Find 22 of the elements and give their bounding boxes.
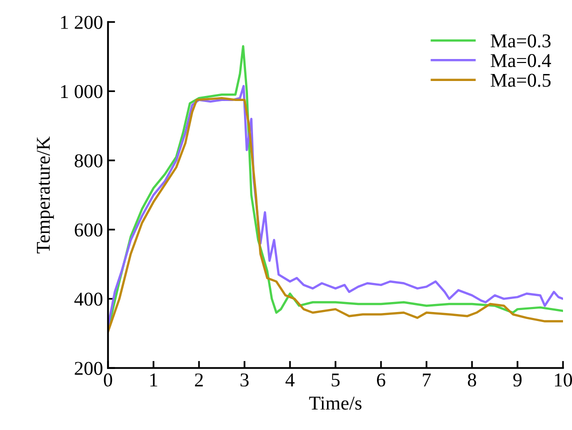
x-tick-label: 9: [513, 373, 522, 387]
y-tick-label: 1 200: [61, 16, 102, 29]
y-tick-label: 1 000: [61, 85, 102, 98]
y-tick-label: 200: [74, 362, 102, 375]
x-tick-label: 0: [104, 373, 112, 387]
y-tick-label: 600: [74, 223, 102, 237]
y-tick-label: 400: [74, 292, 102, 306]
x-tick-label: 7: [422, 374, 431, 386]
legend-label: Ma=0.3: [490, 34, 551, 48]
x-tick-label: 1: [150, 374, 158, 386]
x-tick-label: 10: [554, 373, 572, 387]
legend-label: Ma=0.4: [490, 54, 552, 68]
y-tick-label: 800: [74, 154, 102, 168]
x-tick-label: 8: [468, 373, 476, 387]
x-tick-label: 6: [376, 373, 386, 387]
x-tick-label: 5: [332, 374, 340, 387]
legend-label: Ma=0.5: [490, 74, 551, 87]
x-tick-label: 4: [286, 374, 295, 386]
x-tick-label: 2: [194, 373, 203, 386]
x-axis-title: Time/s: [309, 396, 362, 410]
x-tick-label: 3: [240, 373, 249, 387]
y-axis-title: Temperature/K: [36, 136, 54, 254]
